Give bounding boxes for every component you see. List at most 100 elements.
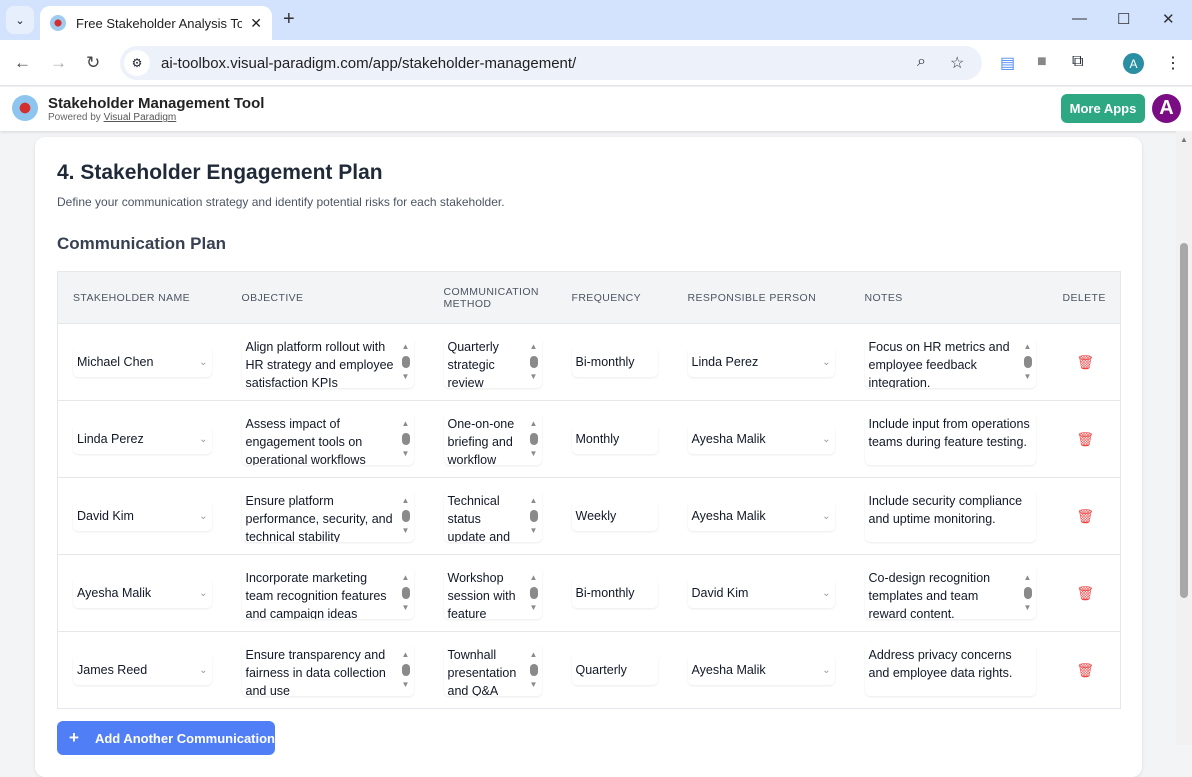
new-tab-button[interactable]: + (283, 8, 295, 30)
frequency-input[interactable]: Bi-monthly (572, 347, 658, 377)
chevron-down-icon: ⌄ (822, 356, 831, 368)
app-header: Stakeholder Management Tool Powered by V… (0, 87, 1192, 131)
responsible-select[interactable]: Ayesha Malik ⌄ (688, 424, 835, 454)
responsible-select[interactable]: Ayesha Malik ⌄ (688, 501, 835, 531)
chevron-down-icon: ⌄ (822, 433, 831, 445)
objective-textarea[interactable]: Assess impact of engagement tools on ope… (242, 413, 414, 465)
back-button[interactable]: ← (14, 53, 31, 72)
notes-text: Co-design recognition templates and team… (868, 571, 991, 619)
visual-paradigm-link[interactable]: Visual Paradigm (103, 112, 177, 123)
stakeholder-value: Linda Perez (77, 432, 144, 446)
trash-icon[interactable]: 🗑 (1076, 584, 1095, 601)
scroll-up-icon[interactable]: ▲ (1180, 135, 1188, 144)
notes-textarea[interactable]: Include security compliance and uptime m… (865, 490, 1036, 542)
notes-textarea[interactable]: Co-design recognition templates and team… (865, 567, 1036, 619)
textarea-scrollbar[interactable]: ▲ ▼ (401, 650, 410, 689)
method-textarea[interactable]: Technical status update and ▲ ▼ (444, 490, 542, 542)
trash-icon[interactable]: 🗑 (1076, 661, 1095, 678)
extension-doc-icon[interactable]: ▤ (1000, 55, 1016, 72)
forward-button[interactable]: → (50, 53, 67, 72)
column-header: OBJECTIVE (226, 271, 429, 324)
textarea-scrollbar[interactable]: ▲ ▼ (529, 573, 538, 612)
table-row: Michael Chen ⌄ Align platform rollout wit… (57, 323, 1121, 401)
extension-chat-icon[interactable]: ■ (1037, 53, 1047, 70)
frequency-input[interactable]: Quarterly (572, 655, 658, 685)
notes-text: Focus on HR metrics and employee feedbac… (868, 340, 1010, 388)
objective-textarea[interactable]: Ensure platform performance, security, a… (242, 490, 414, 542)
browser-profile-avatar[interactable]: A (1123, 53, 1144, 74)
responsible-select[interactable]: Ayesha Malik ⌄ (688, 655, 835, 685)
notes-textarea[interactable]: Address privacy concerns and employee da… (865, 644, 1036, 696)
stakeholder-select[interactable]: Michael Chen ⌄ (73, 347, 212, 377)
communication-plan-table: STAKEHOLDER NAME OBJECTIVE COMMUNICATION M… (57, 271, 1121, 709)
objective-text: Incorporate marketing team recognition f… (245, 571, 387, 619)
section-description: Define your communication strategy and i… (57, 195, 505, 209)
chevron-down-icon: ⌄ (199, 433, 208, 445)
table-row: David Kim ⌄ Ensure platform performance, … (57, 477, 1121, 555)
address-bar[interactable]: ⚙ ai-toolbox.visual-paradigm.com/app/sta… (120, 46, 982, 80)
close-tab-icon[interactable]: ✕ (250, 14, 262, 31)
plus-icon: + (69, 728, 79, 747)
textarea-scrollbar[interactable]: ▲ ▼ (401, 342, 410, 381)
method-textarea[interactable]: One-on-one briefing and workflow ▲ ▼ (444, 413, 542, 465)
section-title: 4. Stakeholder Engagement Plan (57, 161, 383, 184)
trash-icon[interactable]: 🗑 (1076, 430, 1095, 447)
textarea-scrollbar[interactable]: ▲ ▼ (401, 573, 410, 612)
reload-button[interactable]: ↻ (86, 53, 101, 72)
close-window-button[interactable]: ✕ (1162, 11, 1175, 28)
url-text[interactable]: ai-toolbox.visual-paradigm.com/app/stake… (161, 54, 577, 72)
notes-textarea[interactable]: Focus on HR metrics and employee feedbac… (865, 336, 1036, 388)
responsible-select[interactable]: David Kim ⌄ (688, 578, 835, 608)
trash-icon[interactable]: 🗑 (1076, 353, 1095, 370)
textarea-scrollbar[interactable]: ▲ ▼ (529, 419, 538, 458)
user-avatar[interactable]: A (1152, 94, 1181, 123)
responsible-select[interactable]: Linda Perez ⌄ (688, 347, 835, 377)
frequency-input[interactable]: Bi-monthly (572, 578, 658, 608)
chevron-down-icon: ⌄ (199, 587, 208, 599)
notes-textarea[interactable]: Include input from operations teams duri… (865, 413, 1036, 465)
notes-text: Include security compliance and uptime m… (868, 494, 1023, 526)
more-apps-button[interactable]: More Apps (1061, 94, 1145, 123)
frequency-input[interactable]: Weekly (572, 501, 658, 531)
method-textarea[interactable]: Townhall presentation and Q&A ▲ ▼ (444, 644, 542, 696)
chevron-down-icon: ⌄ (199, 510, 208, 522)
site-info-icon[interactable]: ⚙ (124, 50, 150, 76)
textarea-scrollbar[interactable]: ▲ ▼ (1023, 342, 1032, 381)
stakeholder-select[interactable]: Ayesha Malik ⌄ (73, 578, 212, 608)
trash-icon[interactable]: 🗑 (1076, 507, 1095, 524)
textarea-scrollbar[interactable]: ▲ ▼ (529, 342, 538, 381)
add-communication-button[interactable]: + Add Another Communication (57, 721, 275, 755)
extensions-puzzle-icon[interactable]: ⧉ (1072, 53, 1084, 70)
browser-tab-strip: ⌄ Free Stakeholder Analysis Tool | ✕ + —… (0, 0, 1192, 40)
responsible-value: Ayesha Malik (691, 509, 766, 523)
objective-textarea[interactable]: Ensure transparency and fairness in data… (242, 644, 414, 696)
add-communication-label: Add Another Communication (94, 730, 276, 746)
stakeholder-select[interactable]: James Reed ⌄ (73, 655, 212, 685)
objective-text: Assess impact of engagement tools on ope… (245, 417, 366, 465)
frequency-input[interactable]: Monthly (572, 424, 658, 454)
minimize-button[interactable]: — (1072, 10, 1087, 27)
page-scrollbar[interactable]: ▲ (1176, 131, 1192, 745)
stakeholder-select[interactable]: Linda Perez ⌄ (73, 424, 212, 454)
method-text: Townhall presentation and Q&A (447, 648, 517, 696)
chevron-down-icon: ⌄ (199, 356, 208, 368)
textarea-scrollbar[interactable]: ▲ ▼ (1023, 573, 1032, 612)
zoom-icon[interactable]: ⌕ (917, 53, 926, 70)
stakeholder-select[interactable]: David Kim ⌄ (73, 501, 212, 531)
method-textarea[interactable]: Quarterly strategic review ▲ ▼ (444, 336, 542, 388)
textarea-scrollbar[interactable]: ▲ ▼ (529, 650, 538, 689)
tab-search-button[interactable]: ⌄ (6, 6, 34, 34)
objective-text: Ensure platform performance, security, a… (245, 494, 393, 542)
textarea-scrollbar[interactable]: ▲ ▼ (401, 419, 410, 458)
browser-menu-icon[interactable]: ⋮ (1165, 55, 1181, 72)
textarea-scrollbar[interactable]: ▲ ▼ (401, 496, 410, 535)
maximize-button[interactable]: ☐ (1117, 11, 1131, 28)
method-textarea[interactable]: Workshop session with feature ▲ ▼ (444, 567, 542, 619)
textarea-scrollbar[interactable]: ▲ ▼ (529, 496, 538, 535)
scrollbar-thumb[interactable] (1180, 243, 1188, 598)
objective-textarea[interactable]: Incorporate marketing team recognition f… (242, 567, 414, 619)
table-row: James Reed ⌄ Ensure transparency and fair… (57, 631, 1121, 709)
objective-textarea[interactable]: Align platform rollout with HR strategy … (242, 336, 414, 388)
browser-tab[interactable]: Free Stakeholder Analysis Tool | ✕ (40, 6, 272, 40)
bookmark-star-icon[interactable]: ☆ (950, 55, 965, 72)
